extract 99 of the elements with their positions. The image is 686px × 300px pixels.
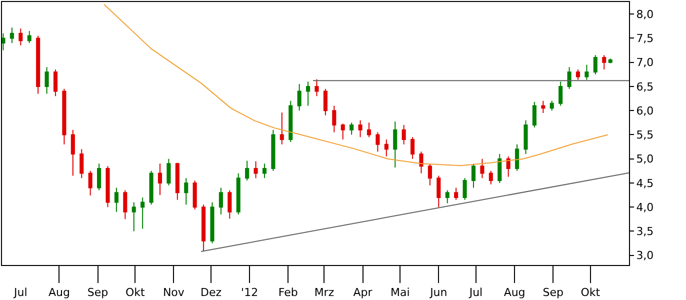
candlestick [558,81,563,106]
candlestick [158,163,162,196]
candlestick [149,170,154,206]
candlestick [70,129,75,176]
x-tick-label: Nov [162,286,185,300]
candlestick [254,160,258,179]
candlestick [166,158,171,186]
candlestick [366,122,372,138]
candlestick [584,64,589,80]
y-tick-label: 4,0 [636,200,654,214]
candlestick [576,69,580,80]
line-series [104,4,608,166]
candlestick [228,190,232,220]
candlestick [532,101,536,128]
candlestick [498,154,502,184]
candlestick [314,78,319,97]
candlestick [97,163,102,191]
x-tick-label: Apr [353,286,373,300]
candlestick [524,120,528,155]
candlestick [202,204,206,252]
x-tick-label: Mai [390,286,410,300]
candlestick [62,88,66,145]
x-tick-label: '12 [241,286,258,300]
candlestick [419,151,424,174]
candlestick [428,163,432,186]
candlestick [340,123,345,140]
candlestick [88,170,92,196]
y-tick-label: 5,5 [636,128,654,142]
x-tick-label: Okt [580,286,601,300]
candlestick [192,180,197,210]
y-tick-label: 3,0 [636,249,654,262]
candlestick [184,178,188,206]
x-tick-label: Dez [200,286,222,300]
candlestick [140,196,145,230]
candlestick [218,187,223,215]
candlestick [80,148,84,179]
y-tick-label: 7,0 [636,56,654,70]
x-tick-label: Aug [504,286,526,300]
candlestick [567,66,572,90]
candlestick [471,163,476,188]
candlestick [515,144,520,172]
candlestick [306,81,310,106]
candlestick [123,190,128,220]
candlestick [262,163,267,179]
candlestick [297,84,302,112]
candlestick [445,190,450,204]
x-tick-label: Jul [13,286,28,300]
candlestick [480,158,484,179]
x-tick-label: Aug [48,286,70,300]
candlestick [593,54,598,75]
candlestick [393,121,398,168]
candlestick [280,112,284,145]
y-tick-label: 8,0 [636,8,654,21]
y-tick-label: 6,0 [636,104,654,118]
candlestick [602,54,606,70]
candlestick [358,120,362,138]
candlestick [245,160,250,182]
candlestick [323,88,328,116]
candlestick [53,69,58,97]
y-tick-label: 7,5 [636,32,654,46]
candlestick [44,66,49,94]
candlestick [410,136,415,160]
y-tick-label: 5,0 [636,152,654,166]
x-tick-label: Feb [278,286,298,300]
candlestick [436,175,441,208]
candlestick [271,129,276,172]
x-tick-label: Jun [429,286,448,300]
candlestick [384,139,388,157]
y-tick-label: 3,5 [636,225,654,238]
candlestick [488,170,493,185]
x-tick-label: Jul [468,286,483,300]
candlestick [402,124,406,145]
candlestick [114,187,118,212]
candlestick [550,100,554,112]
candlestick [2,32,6,51]
x-tick-label: Sep [542,286,564,300]
candlestick [462,178,467,200]
candlestick [27,30,32,44]
candlestick [10,27,14,44]
candlestick [288,100,293,142]
candlestick [350,122,354,136]
candlestick [132,202,136,232]
x-tick-label: Mrz [314,286,334,300]
y-tick-label: 6,5 [636,80,654,94]
candlestick [18,28,23,46]
candlestick [608,58,612,64]
x-tick-label: Sep [87,286,108,300]
x-tick-label: Okt [125,286,146,300]
candlestick [175,162,180,200]
candlestick [454,187,458,200]
candlestick [506,156,510,178]
candlestick [541,100,546,114]
candlestick [36,35,40,94]
candlestick [236,172,240,215]
candlestick [376,132,380,152]
y-tick-label: 4,5 [636,176,654,190]
candlestick [106,166,110,208]
candlestick [210,202,214,244]
candlestick [332,105,336,133]
